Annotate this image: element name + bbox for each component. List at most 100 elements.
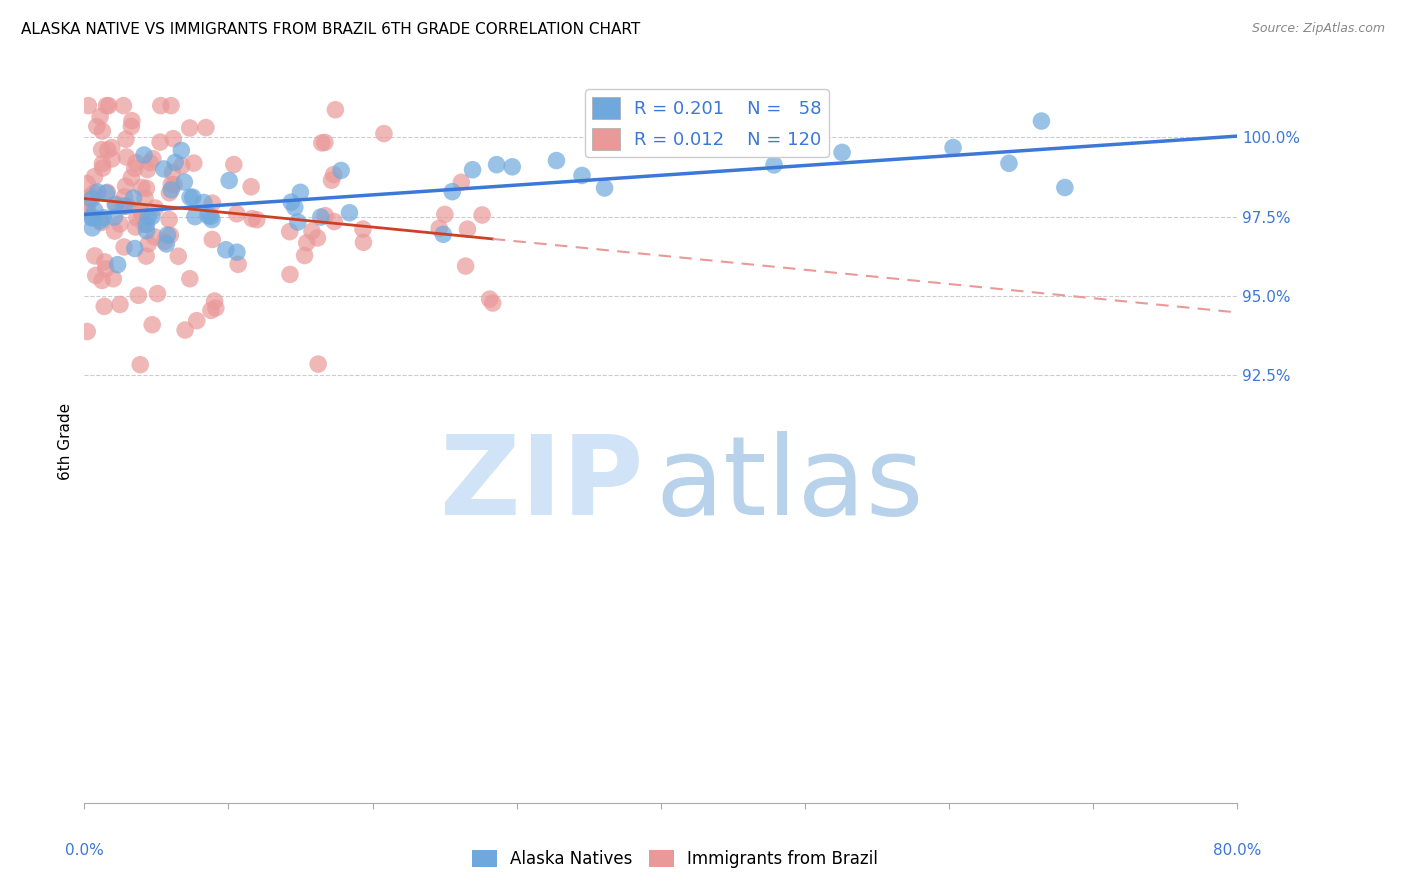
Point: [91, 156, 114, 170]
Point: [115, 150, 138, 164]
Point: [478, 292, 501, 306]
Point: [153, 161, 176, 176]
Point: [225, 207, 247, 221]
Legend: Alaska Natives, Immigrants from Brazil: Alaska Natives, Immigrants from Brazil: [465, 843, 884, 875]
Point: [942, 140, 965, 154]
Point: [80, 211, 103, 225]
Text: atlas: atlas: [655, 432, 924, 539]
Point: [121, 113, 143, 128]
Point: [179, 120, 201, 135]
Point: [97, 143, 120, 157]
Point: [831, 145, 853, 160]
Point: [160, 178, 183, 192]
Point: [149, 98, 172, 112]
Point: [287, 215, 309, 229]
Point: [226, 257, 249, 271]
Point: [309, 210, 332, 224]
Point: [485, 158, 508, 172]
Point: [170, 144, 193, 158]
Point: [314, 136, 336, 150]
Point: [339, 205, 361, 219]
Point: [301, 224, 323, 238]
Point: [441, 185, 464, 199]
Point: [159, 186, 181, 200]
Point: [76, 205, 98, 219]
Point: [94, 261, 117, 276]
Point: [181, 190, 204, 204]
Point: [471, 208, 494, 222]
Point: [314, 209, 336, 223]
Point: [433, 207, 456, 221]
Point: [90, 143, 112, 157]
Point: [284, 200, 307, 214]
Point: [94, 255, 117, 269]
Point: [481, 296, 503, 310]
Point: [311, 136, 333, 150]
Point: [86, 185, 108, 199]
Point: [183, 156, 205, 170]
Point: [124, 161, 146, 176]
Point: [173, 175, 195, 189]
Point: [101, 152, 124, 166]
Point: [201, 232, 224, 246]
Text: Source: ZipAtlas.com: Source: ZipAtlas.com: [1251, 22, 1385, 36]
Point: [325, 103, 347, 117]
Point: [179, 271, 201, 285]
Point: [149, 135, 172, 149]
Point: [143, 229, 166, 244]
Point: [146, 286, 169, 301]
Point: [294, 248, 316, 262]
Point: [450, 175, 472, 189]
Point: [218, 173, 240, 187]
Text: ALASKA NATIVE VS IMMIGRANTS FROM BRAZIL 6TH GRADE CORRELATION CHART: ALASKA NATIVE VS IMMIGRANTS FROM BRAZIL …: [21, 22, 640, 37]
Point: [134, 217, 156, 231]
Point: [103, 210, 125, 224]
Point: [127, 288, 149, 302]
Point: [352, 222, 374, 236]
Point: [163, 178, 186, 192]
Point: [89, 110, 111, 124]
Point: [91, 161, 114, 175]
Point: [135, 181, 157, 195]
Point: [141, 210, 163, 224]
Point: [998, 156, 1021, 170]
Point: [83, 186, 105, 200]
Point: [112, 240, 135, 254]
Point: [136, 210, 159, 224]
Point: [215, 243, 238, 257]
Point: [104, 224, 127, 238]
Point: [107, 258, 129, 272]
Point: [136, 162, 159, 177]
Point: [101, 140, 124, 154]
Point: [122, 191, 145, 205]
Point: [80, 192, 103, 206]
Point: [204, 293, 226, 308]
Point: [131, 180, 153, 194]
Text: ZIP: ZIP: [440, 432, 644, 539]
Point: [139, 155, 162, 169]
Point: [461, 162, 484, 177]
Point: [226, 245, 249, 260]
Point: [125, 211, 148, 225]
Point: [114, 190, 136, 204]
Point: [153, 235, 176, 249]
Point: [135, 224, 157, 238]
Point: [323, 214, 346, 228]
Point: [201, 212, 224, 227]
Point: [184, 210, 207, 224]
Point: [432, 227, 454, 242]
Point: [93, 211, 115, 225]
Point: [108, 217, 131, 231]
Point: [179, 190, 201, 204]
Point: [194, 120, 217, 135]
Point: [82, 220, 104, 235]
Point: [321, 173, 343, 187]
Point: [162, 165, 184, 179]
Point: [83, 169, 105, 184]
Point: [103, 271, 125, 285]
Point: [295, 235, 318, 250]
Point: [114, 199, 136, 213]
Point: [135, 218, 157, 232]
Point: [162, 131, 184, 145]
Point: [278, 225, 301, 239]
